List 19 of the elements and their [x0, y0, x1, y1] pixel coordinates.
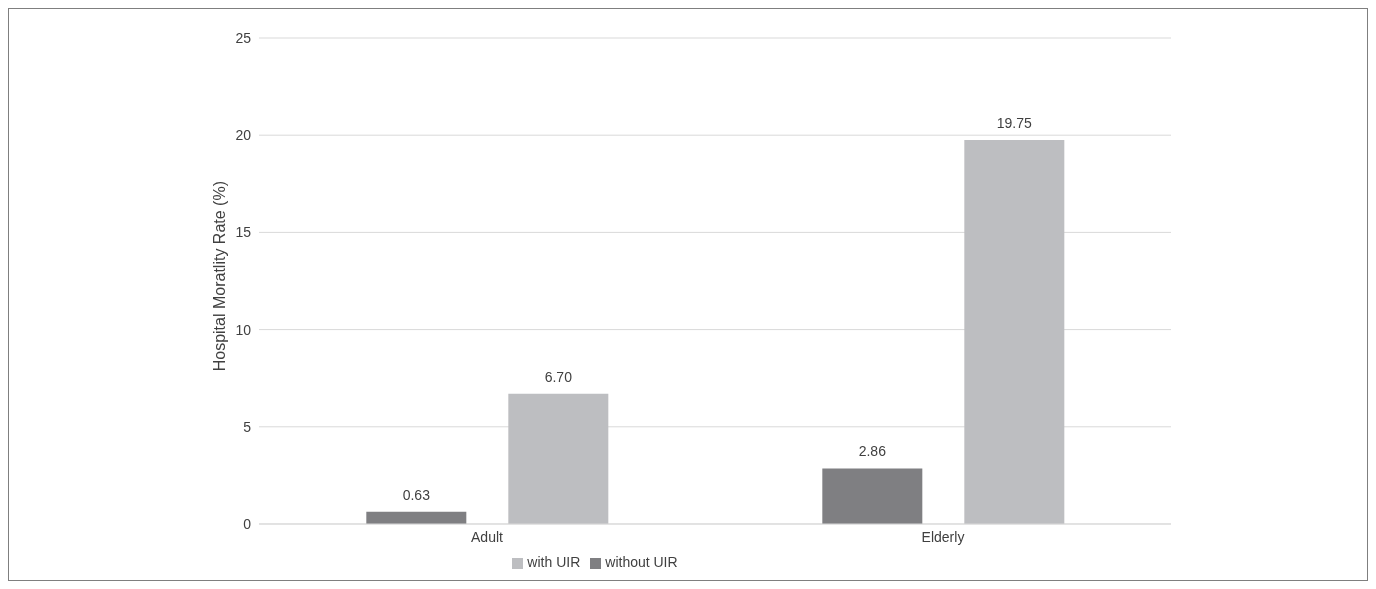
data-label: 6.70 — [544, 368, 573, 385]
x-tick-label: Elderly — [921, 528, 965, 545]
data-label: 2.86 — [858, 443, 887, 460]
bar — [366, 511, 467, 524]
bar — [964, 140, 1065, 524]
y-tick-label: 10 — [235, 321, 252, 338]
bar — [508, 393, 609, 524]
y-tick-label: 25 — [235, 29, 252, 46]
data-label: 19.75 — [996, 115, 1033, 132]
data-label: 0.63 — [402, 486, 431, 503]
y-tick-label: 0 — [243, 515, 252, 532]
legend-label: without UIR — [605, 554, 678, 570]
bar — [822, 468, 923, 524]
legend-label: with UIR — [527, 554, 581, 570]
x-tick-label: Adult — [471, 528, 504, 545]
y-tick-label: 5 — [243, 418, 252, 435]
y-tick-label: 20 — [235, 127, 252, 144]
y-axis-title: Hospital Moratlity Rate (%) — [210, 181, 228, 372]
y-tick-label: 15 — [235, 224, 252, 241]
